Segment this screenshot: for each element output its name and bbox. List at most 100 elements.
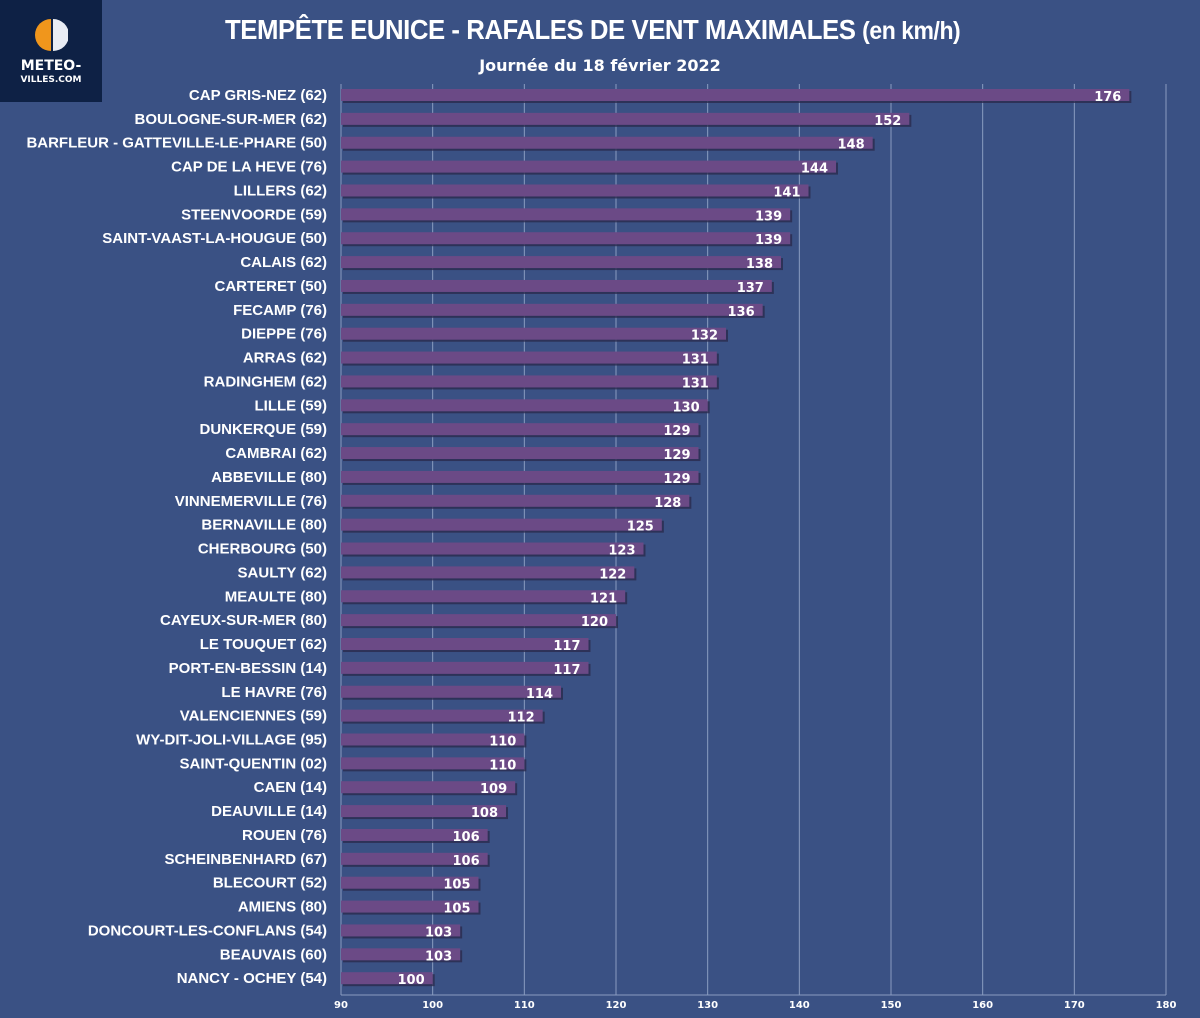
x-tick-label: 110 [514,1000,535,1011]
value-label: 125 [627,520,654,535]
bar [341,614,616,627]
x-tick-label: 170 [1064,1000,1085,1011]
category-label: SAINT-QUENTIN (02) [179,755,327,772]
category-label: LILLE (59) [254,397,327,414]
bar [341,208,791,221]
bar [341,279,772,292]
value-label: 122 [599,567,626,582]
category-label: BEAUVAIS (60) [220,946,327,963]
category-label: CAMBRAI (62) [225,445,327,462]
chart-title-text: TEMPÊTE EUNICE - RAFALES DE VENT MAXIMAL… [225,14,856,45]
category-label: LILLERS (62) [234,182,327,199]
value-label: 139 [755,233,782,248]
bar [341,685,561,698]
category-label: LE TOUQUET (62) [200,636,327,653]
value-label: 117 [553,663,580,678]
value-label: 123 [608,544,635,559]
bar [341,256,781,269]
value-label: 106 [453,854,480,869]
category-label: VALENCIENNES (59) [180,708,327,725]
value-label: 110 [489,734,516,749]
value-label: 100 [398,973,425,988]
value-label: 132 [691,329,718,344]
bar [341,136,873,149]
bar [341,303,763,316]
chart-subtitle: Journée du 18 février 2022 [0,56,1190,75]
bar [341,924,461,937]
category-label: STEENVOORDE (59) [181,206,327,223]
value-label: 128 [654,496,681,511]
category-label: ARRAS (62) [243,350,327,367]
category-label: DIEPPE (76) [241,326,327,343]
category-label: SAULTY (62) [238,564,327,581]
value-label: 114 [526,687,553,702]
value-label: 137 [737,281,764,296]
value-label: 109 [480,782,507,797]
bar [341,160,836,173]
category-label: AMIENS (80) [238,899,327,916]
category-label: ABBEVILLE (80) [211,469,327,486]
bar [341,733,525,746]
bar [341,757,525,770]
value-label: 108 [471,806,498,821]
category-label: CAP DE LA HEVE (76) [171,159,327,176]
value-label: 141 [773,185,800,200]
bar [341,327,726,340]
bar [341,972,433,985]
category-label: RADINGHEM (62) [204,373,327,390]
category-label: CAP GRIS-NEZ (62) [189,87,327,104]
x-tick-label: 130 [697,1000,718,1011]
bar [341,709,543,722]
bar [341,661,589,674]
bar [341,494,690,507]
category-label: CHERBOURG (50) [198,541,327,558]
category-label: CARTERET (50) [214,278,327,295]
chart-title: TEMPÊTE EUNICE - RAFALES DE VENT MAXIMAL… [225,14,961,46]
bar [341,781,516,794]
bar [341,447,699,460]
bar [341,375,717,388]
chart-subtitle-text: Journée du 18 février 2022 [479,56,721,75]
value-label: 120 [581,615,608,630]
value-label: 103 [425,925,452,940]
value-label: 103 [425,949,452,964]
bar [341,566,635,579]
category-label: NANCY - OCHEY (54) [177,970,327,987]
logo-sun-moon-icon [35,19,68,51]
x-tick-label: 160 [972,1000,993,1011]
category-label: MEAULTE (80) [225,588,327,605]
bar [341,876,479,889]
x-tick-label: 120 [606,1000,627,1011]
category-label: BERNAVILLE (80) [201,517,327,534]
value-label: 148 [838,138,865,153]
category-label: VINNEMERVILLE (76) [175,493,327,510]
value-label: 112 [508,711,535,726]
bar [341,184,809,197]
logo: METEO- VILLES.COM [0,0,102,102]
value-label: 105 [443,902,470,917]
category-label: BLECOURT (52) [213,875,327,892]
category-label: BARFLEUR - GATTEVILLE-LE-PHARE (50) [26,135,327,152]
bar [341,828,488,841]
bar [341,542,644,555]
x-tick-label: 180 [1156,1000,1177,1011]
bar [341,518,662,531]
category-label: CAEN (14) [254,779,327,796]
value-label: 129 [663,424,690,439]
x-tick-label: 140 [789,1000,810,1011]
bar [341,112,910,125]
bar [341,948,461,961]
bar [341,805,506,818]
category-label: DUNKERQUE (59) [199,421,327,438]
value-label: 130 [673,400,700,415]
value-label: 110 [489,758,516,773]
value-label: 129 [663,472,690,487]
value-label: 152 [874,114,901,129]
bar [341,900,479,913]
value-label: 144 [801,162,828,177]
category-label: CAYEUX-SUR-MER (80) [160,612,327,629]
value-label: 105 [443,878,470,893]
bar [341,232,791,245]
bar [341,423,699,436]
